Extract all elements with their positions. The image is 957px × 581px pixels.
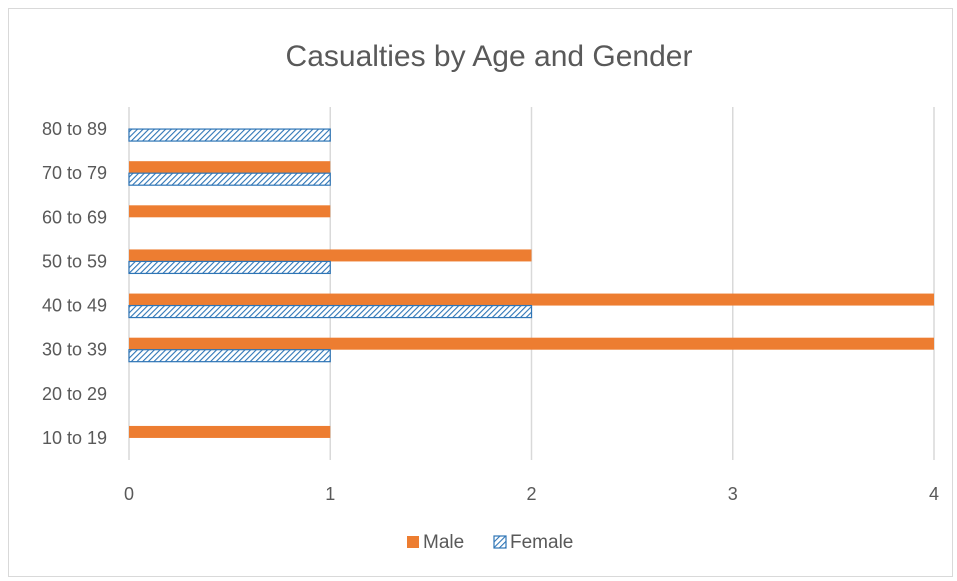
legend-label-female: Female (510, 532, 573, 553)
y-tick-label: 30 to 39 (42, 340, 107, 360)
x-tick-label: 0 (124, 484, 134, 504)
y-tick-label: 60 to 69 (42, 207, 107, 227)
bar-female-30-to-39 (128, 349, 331, 363)
legend: Male Female (407, 532, 573, 553)
y-tick-label: 50 to 59 (42, 251, 107, 271)
legend-label-male: Male (423, 532, 464, 553)
bar-male-50-to-59 (129, 249, 532, 262)
bar-male-10-to-19 (129, 425, 331, 438)
chart-frame (8, 8, 953, 577)
x-axis-ticks: 0 1 2 3 4 (124, 484, 939, 504)
y-tick-label: 70 to 79 (42, 163, 107, 183)
bar-female-70-to-79 (128, 172, 331, 186)
legend-swatch-male (407, 536, 419, 548)
chart-title: Casualties by Age and Gender (286, 40, 693, 73)
legend-swatch-female (493, 535, 507, 549)
y-tick-label: 10 to 19 (42, 428, 107, 448)
bar-male-40-to-49 (129, 293, 934, 306)
bar-male-30-to-39 (129, 337, 934, 350)
y-tick-label: 20 to 29 (42, 384, 107, 404)
x-tick-label: 2 (526, 484, 536, 504)
x-tick-label: 1 (325, 484, 335, 504)
x-tick-label: 3 (728, 484, 738, 504)
bar-female-80-to-89 (128, 128, 331, 142)
grid (128, 107, 935, 460)
y-tick-label: 40 to 49 (42, 296, 107, 316)
y-tick-label: 80 to 89 (42, 119, 107, 139)
bar-female-50-to-59 (128, 260, 331, 275)
bar-male-70-to-79 (129, 161, 331, 174)
x-tick-label: 4 (929, 484, 939, 504)
bars (128, 128, 934, 438)
bar-male-60-to-69 (129, 205, 331, 218)
bar-female-40-to-49 (128, 304, 533, 319)
y-axis-ticks: 10 to 19 20 to 29 30 to 39 40 to 49 50 to 59… (42, 119, 107, 448)
